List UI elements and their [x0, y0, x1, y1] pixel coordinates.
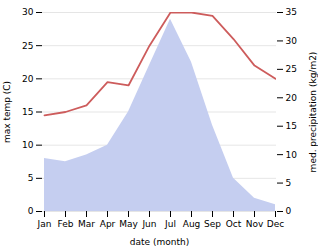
- svg-text:15: 15: [22, 107, 33, 117]
- svg-text:Dec: Dec: [267, 219, 284, 229]
- svg-text:0: 0: [286, 206, 292, 216]
- svg-text:med. precipitation (kg/m2): med. precipitation (kg/m2): [308, 52, 318, 173]
- svg-text:10: 10: [22, 140, 34, 150]
- svg-text:5: 5: [28, 173, 34, 183]
- svg-text:Jun: Jun: [141, 219, 156, 229]
- svg-text:20: 20: [286, 93, 298, 103]
- svg-text:max temp (C): max temp (C): [2, 81, 12, 143]
- svg-text:20: 20: [22, 74, 34, 84]
- svg-text:Mar: Mar: [78, 219, 95, 229]
- svg-text:15: 15: [286, 121, 297, 131]
- svg-text:Oct: Oct: [226, 219, 242, 229]
- svg-text:Apr: Apr: [100, 219, 116, 229]
- svg-text:35: 35: [286, 7, 297, 17]
- svg-text:0: 0: [28, 206, 34, 216]
- svg-text:Jul: Jul: [164, 219, 176, 229]
- svg-text:Aug: Aug: [183, 219, 201, 229]
- svg-text:Nov: Nov: [246, 219, 264, 229]
- svg-text:25: 25: [22, 41, 33, 51]
- svg-text:May: May: [119, 219, 138, 229]
- svg-text:Sep: Sep: [204, 219, 221, 229]
- svg-text:5: 5: [286, 178, 292, 188]
- svg-text:30: 30: [286, 36, 298, 46]
- svg-text:Feb: Feb: [58, 219, 74, 229]
- svg-text:25: 25: [286, 64, 297, 74]
- svg-text:Jan: Jan: [37, 219, 52, 229]
- svg-text:10: 10: [286, 150, 298, 160]
- svg-text:30: 30: [22, 7, 34, 17]
- svg-text:date (month): date (month): [130, 237, 189, 247]
